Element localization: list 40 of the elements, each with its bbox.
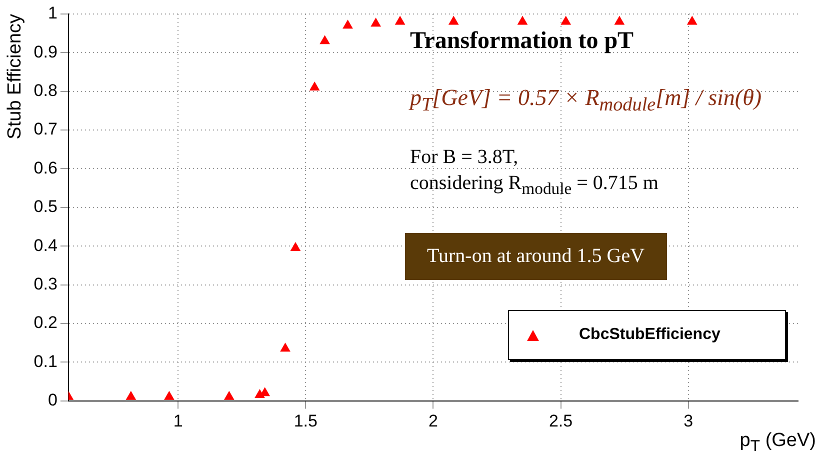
y-tick-label: 0.6 xyxy=(34,158,58,178)
annotation: Turn-on at around 1.5 GeV xyxy=(405,233,667,280)
x-tick-label: 2.5 xyxy=(548,412,573,431)
y-tick-label: 0.4 xyxy=(34,236,58,255)
point xyxy=(518,16,528,25)
point xyxy=(260,388,270,396)
y-tick-label: 0.1 xyxy=(34,352,58,371)
point xyxy=(290,242,300,252)
point xyxy=(687,16,697,25)
annotation: For B = 3.8T, xyxy=(410,146,518,169)
point xyxy=(126,391,136,400)
point xyxy=(320,36,330,44)
annotation: p$_{T}$[GeV] = 0.57 × R$_{module}$[m] / sin(θ) xyxy=(410,85,762,117)
annotation: considering R$_{module}$ = 0.715 m xyxy=(410,172,658,199)
legend: CbcStubEfficiency xyxy=(508,310,786,360)
point xyxy=(342,20,353,29)
point xyxy=(561,16,571,25)
x-tick-label: 2 xyxy=(428,412,438,431)
x-tick-label: 1 xyxy=(173,412,183,431)
y-tick-label: 0.7 xyxy=(34,120,58,139)
point xyxy=(310,82,320,90)
point xyxy=(280,343,290,352)
y-axis-title: Stub Efficiency xyxy=(4,14,26,140)
point xyxy=(614,16,624,25)
y-tick-label: 1 xyxy=(48,4,58,23)
x-tick-label: 1.5 xyxy=(294,412,318,431)
point xyxy=(448,16,458,25)
point xyxy=(395,16,405,25)
x-axis-title: p$_{T}$ (GeV) xyxy=(740,430,816,456)
y-tick-label: 0.2 xyxy=(34,313,58,332)
x-tick-label: 3 xyxy=(684,412,694,431)
y-tick-label: 0.8 xyxy=(34,81,58,100)
y-tick-label: 0.9 xyxy=(34,42,58,62)
point xyxy=(370,18,381,27)
y-tick-label: 0.3 xyxy=(34,274,58,294)
annotation: Transformation to pT xyxy=(410,28,634,55)
y-tick-label: 0.5 xyxy=(34,197,58,216)
point xyxy=(164,391,174,400)
y-tick-label: 0 xyxy=(48,390,58,410)
point xyxy=(224,391,234,400)
